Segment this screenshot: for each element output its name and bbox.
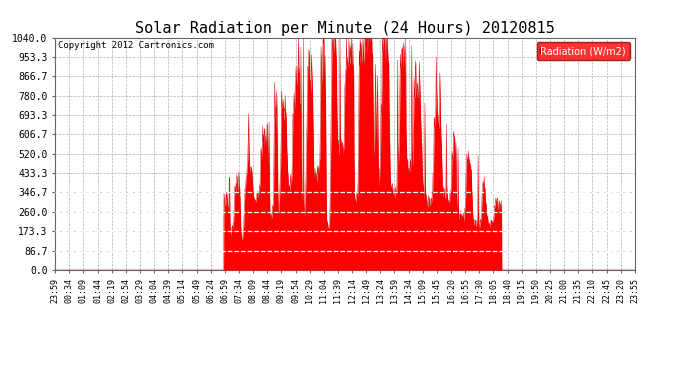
- Title: Solar Radiation per Minute (24 Hours) 20120815: Solar Radiation per Minute (24 Hours) 20…: [135, 21, 555, 36]
- Legend: Radiation (W/m2): Radiation (W/m2): [537, 42, 630, 60]
- Text: Copyright 2012 Cartronics.com: Copyright 2012 Cartronics.com: [58, 41, 214, 50]
